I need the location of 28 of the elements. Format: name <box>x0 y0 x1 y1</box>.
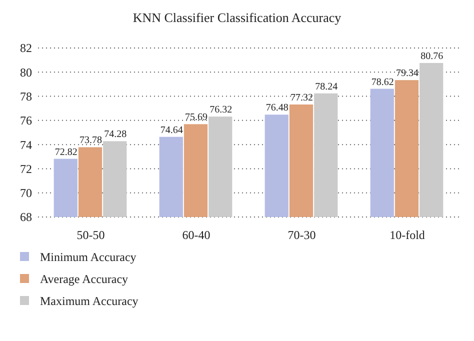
data-label: 74.64 <box>160 124 183 136</box>
y-tick-label: 82 <box>20 41 32 56</box>
x-tick-label: 10-fold <box>390 228 425 242</box>
legend-label: Minimum Accuracy <box>40 250 136 264</box>
data-label: 72.82 <box>54 146 78 158</box>
data-label: 76.32 <box>210 104 232 116</box>
y-tick-label: 74 <box>20 138 32 152</box>
x-tick-label: 60-40 <box>182 228 210 242</box>
legend-label: Average Accuracy <box>40 272 128 286</box>
y-tick-label: 70 <box>20 186 32 200</box>
y-tick-label: 80 <box>20 65 32 80</box>
data-label: 78.62 <box>371 76 394 88</box>
y-tick-label: 76 <box>20 114 32 128</box>
y-tick-label: 68 <box>20 210 32 224</box>
legend-label: Maximum Accuracy <box>40 294 138 308</box>
data-label: 76.48 <box>266 102 288 114</box>
data-label: 80.76 <box>420 50 444 62</box>
chart-title: KNN Classifier Classification Accuracy <box>132 10 342 25</box>
y-tick-label: 78 <box>20 89 32 104</box>
data-label: 75.69 <box>185 112 208 124</box>
data-label: 74.28 <box>104 129 127 140</box>
data-label: 73.78 <box>80 135 102 146</box>
x-tick-label: 50-50 <box>76 228 105 242</box>
data-label: 77.32 <box>290 92 313 104</box>
y-tick-label: 72 <box>20 162 32 176</box>
x-tick-label: 70-30 <box>288 228 316 242</box>
data-label: 79.34 <box>396 68 418 80</box>
data-label: 78.24 <box>315 81 338 92</box>
